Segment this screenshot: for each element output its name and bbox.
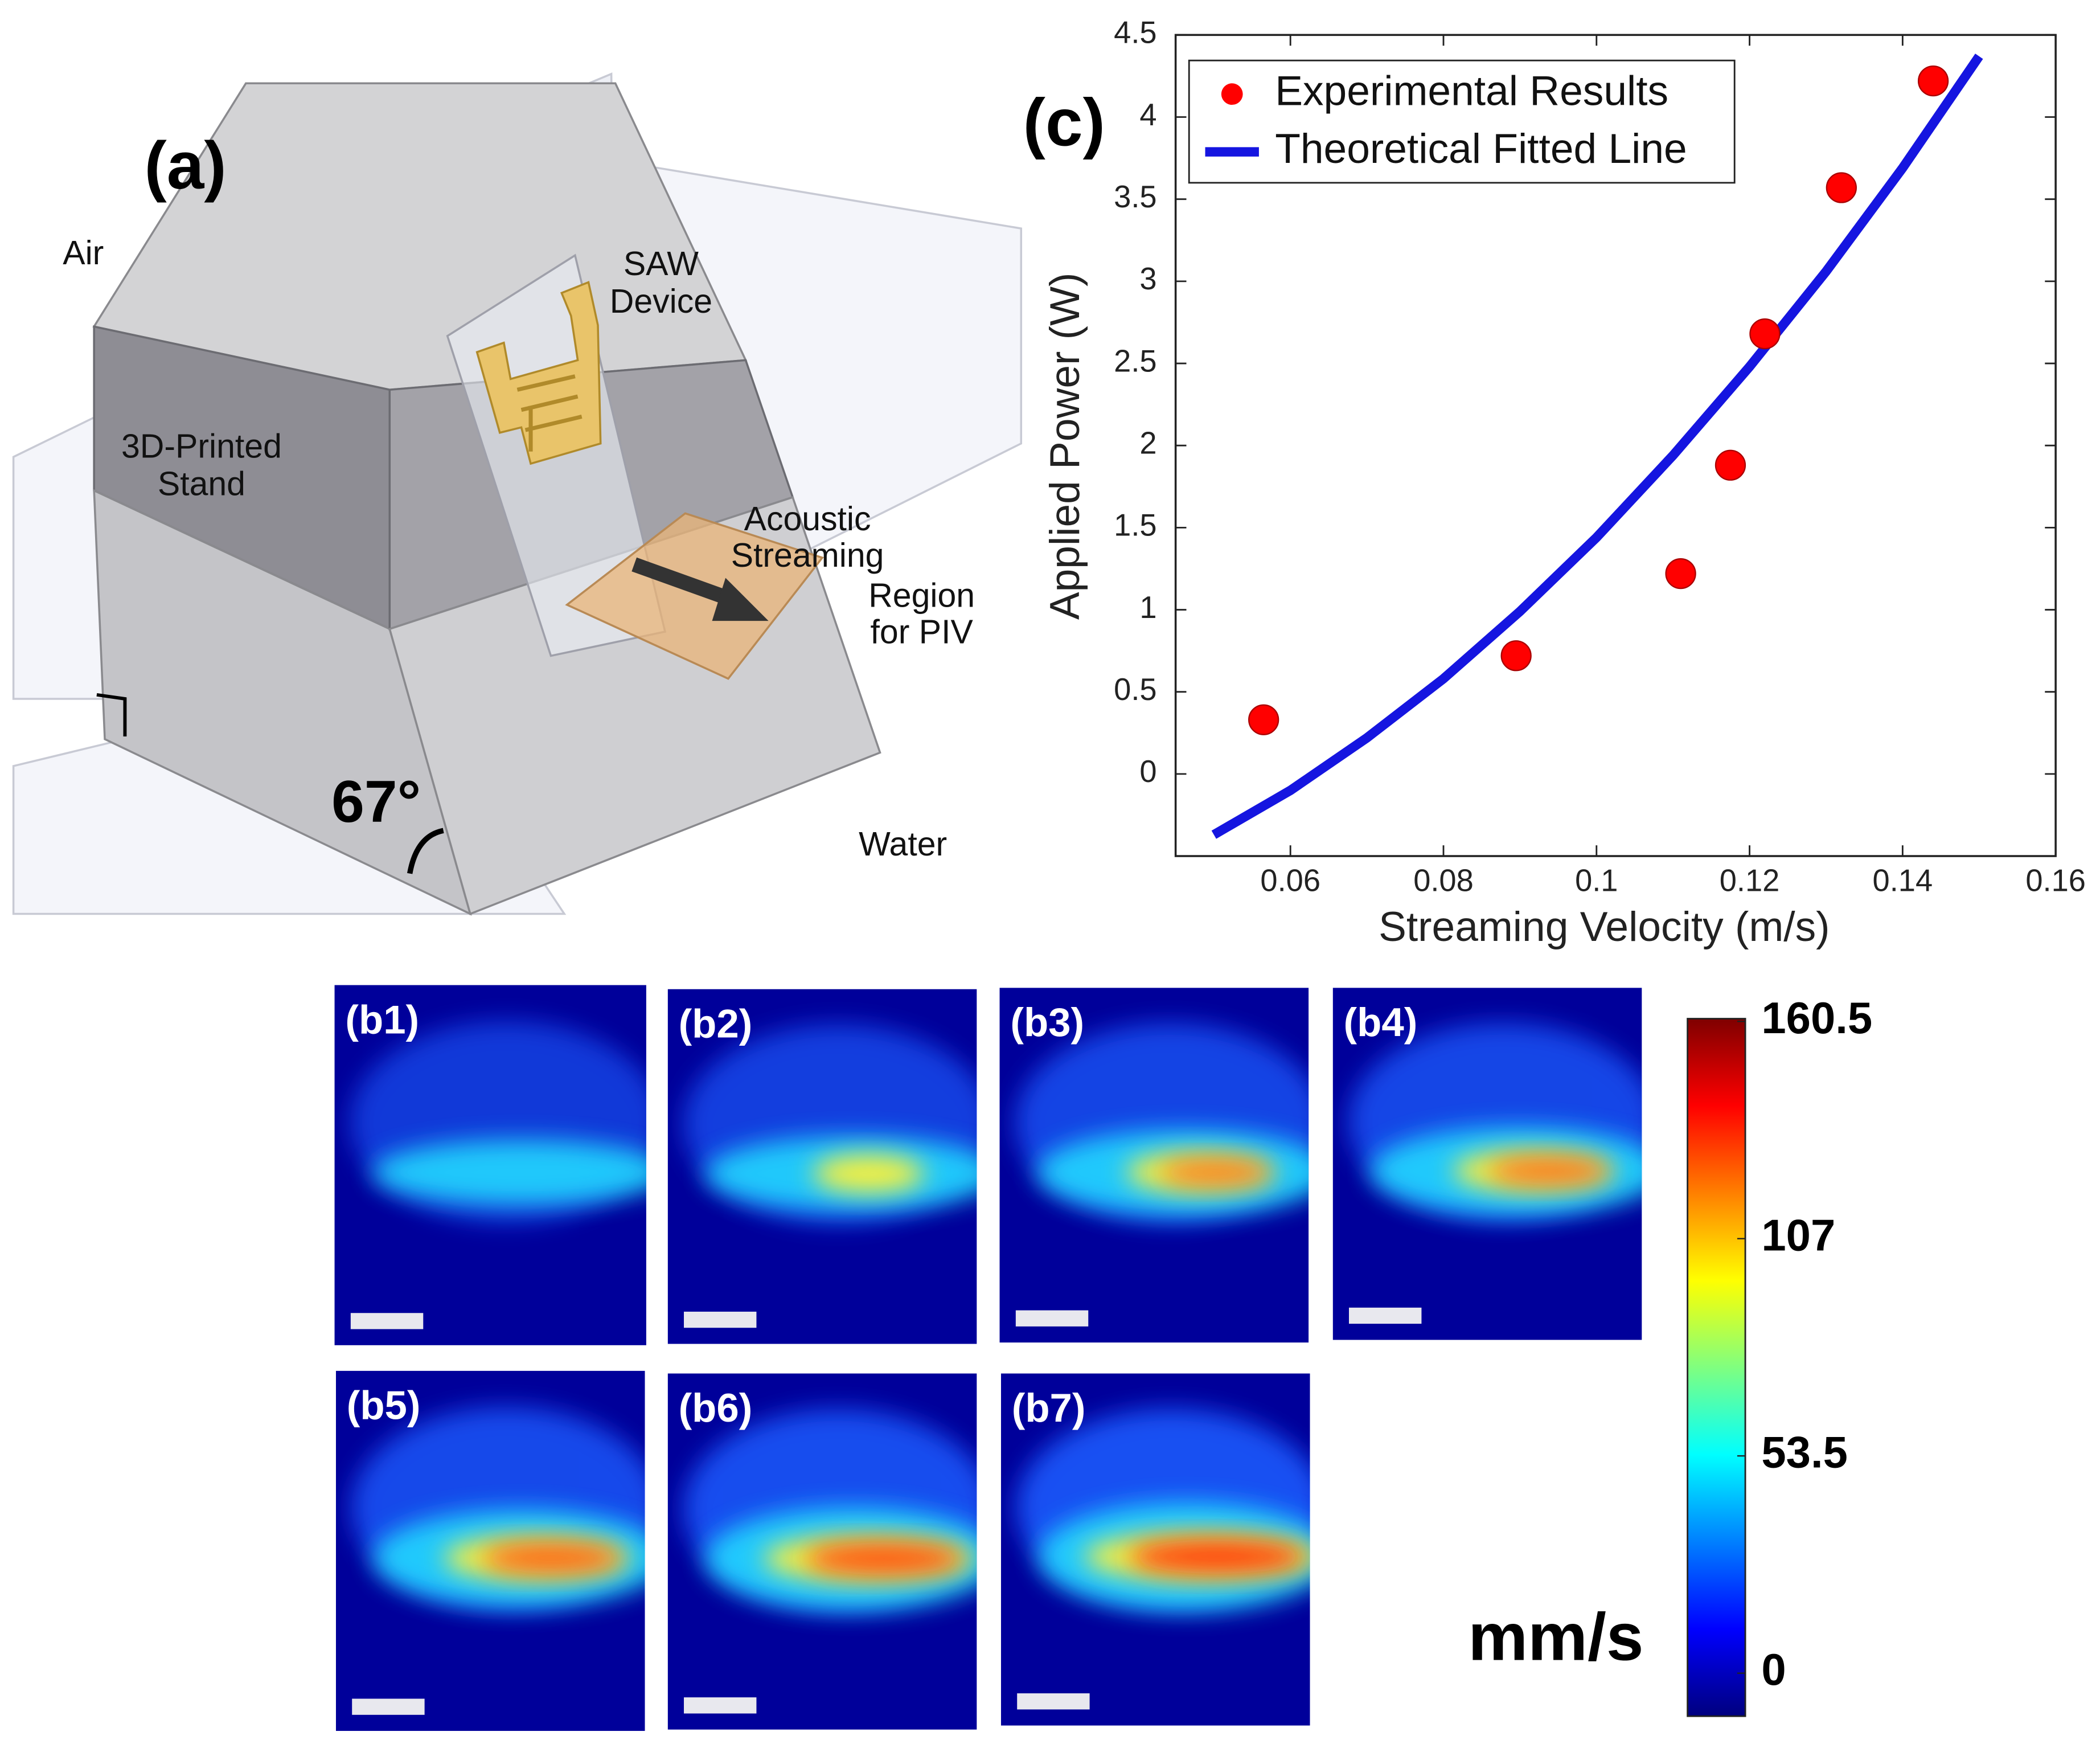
x-tick-label: 0.08	[1413, 864, 1474, 898]
x-axis-label: Streaming Velocity (m/s)	[1379, 904, 1830, 950]
colorbar	[1687, 1018, 1746, 1717]
panel-label: (b6)	[679, 1385, 753, 1430]
heatmap-panel	[1332, 988, 1642, 1340]
heat-cyan	[372, 1140, 646, 1205]
data-point	[1665, 558, 1696, 589]
data-point	[1917, 65, 1949, 97]
colorbar-tick-label: 0	[1761, 1645, 1786, 1694]
angle-label: 67°	[331, 769, 421, 835]
heatmap-panel	[1000, 1373, 1310, 1726]
air-label: Air	[63, 235, 104, 272]
heatmap-panel	[667, 989, 977, 1344]
data-point	[1500, 640, 1532, 672]
data-point	[1749, 318, 1781, 350]
y-tick-label: 4.5	[1114, 16, 1156, 50]
scale-bar	[1017, 1693, 1090, 1710]
x-tick-label: 0.1	[1575, 864, 1618, 898]
panel-label: (b3)	[1010, 1000, 1084, 1045]
y-tick-label: 3.5	[1114, 180, 1156, 214]
panel-label: (b5)	[347, 1383, 421, 1428]
heat-red	[1129, 1539, 1306, 1574]
data-point	[1715, 449, 1746, 481]
heatmap-panel	[335, 1370, 645, 1731]
x-tick-label: 0.12	[1720, 864, 1780, 898]
diagram: (a) Air SAW Device 3D-Printed Stand Acou…	[12, 72, 1023, 916]
region-label: for PIV	[871, 613, 974, 650]
scale-bar	[1015, 1310, 1089, 1327]
scale-bar	[350, 1313, 424, 1329]
fit-line	[1211, 54, 1983, 839]
panel-label: (b2)	[679, 1001, 753, 1046]
heat-red	[1488, 1157, 1610, 1185]
y-tick-label: 2.5	[1114, 344, 1156, 378]
scale-bar	[684, 1311, 757, 1328]
heat-red	[482, 1542, 622, 1574]
panel-label: (b7)	[1012, 1385, 1086, 1430]
water-label: Water	[859, 826, 947, 863]
scale-bar	[684, 1697, 757, 1714]
heatmap-panel	[999, 988, 1309, 1343]
x-tick-label: 0.16	[2025, 864, 2086, 898]
legend-label: Experimental Results	[1275, 68, 1668, 114]
colorbar-tick-label: 107	[1761, 1211, 1835, 1260]
y-tick-label: 3	[1139, 262, 1156, 296]
scale-bar	[1349, 1307, 1422, 1324]
legend-box	[1188, 59, 1736, 184]
saw-label: SAW	[624, 245, 699, 283]
panel-label: (c)	[1023, 84, 1105, 159]
colorbar-unit: mm/s	[1468, 1599, 1643, 1675]
heat-yellow	[813, 1155, 925, 1193]
stream-arrowhead	[712, 578, 769, 621]
y-tick-label: 2	[1139, 427, 1156, 461]
heat-red	[805, 1542, 963, 1575]
y-tick-label: 0	[1139, 755, 1156, 789]
panel-label: (b1)	[345, 997, 419, 1042]
panel-label: (b4)	[1344, 1000, 1418, 1045]
saw-label: Device	[610, 283, 712, 320]
y-tick-label: 0.5	[1114, 673, 1156, 707]
angle-arc	[407, 828, 444, 874]
y-tick-label: 1.5	[1114, 509, 1156, 543]
region-label: Region	[868, 578, 975, 615]
stand-label: Stand	[158, 466, 245, 503]
heatmap-panel	[667, 1373, 977, 1730]
data-point	[1248, 704, 1279, 735]
y-tick-label: 4	[1139, 98, 1156, 132]
heat-red	[1160, 1158, 1272, 1186]
scale-bar	[352, 1698, 425, 1715]
region-label: Acoustic	[744, 501, 871, 538]
x-tick-label: 0.06	[1260, 864, 1320, 898]
legend-swatch	[1221, 83, 1243, 105]
region-label: Streaming	[731, 537, 884, 574]
piv-region	[565, 512, 825, 680]
panel-label: (a)	[145, 128, 227, 203]
legend-label: Theoretical Fitted Line	[1275, 126, 1687, 172]
y-axis-label: Applied Power (W)	[1042, 273, 1088, 620]
y-tick-label: 1	[1139, 591, 1156, 625]
stand-label: 3D-Printed	[121, 428, 282, 465]
right-angle	[96, 693, 127, 737]
colorbar-tick-label: 160.5	[1761, 994, 1872, 1043]
data-point	[1826, 172, 1857, 203]
idt-fingers	[516, 374, 583, 452]
colorbar-tick-label: 53.5	[1761, 1428, 1848, 1477]
x-tick-label: 0.14	[1873, 864, 1933, 898]
heatmap-panel	[334, 985, 646, 1345]
